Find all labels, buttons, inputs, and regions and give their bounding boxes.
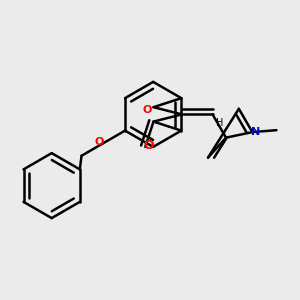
Text: O: O	[94, 137, 104, 148]
Text: H: H	[216, 118, 224, 128]
Text: O: O	[143, 139, 154, 152]
Text: O: O	[143, 105, 152, 115]
Text: N: N	[251, 127, 261, 137]
